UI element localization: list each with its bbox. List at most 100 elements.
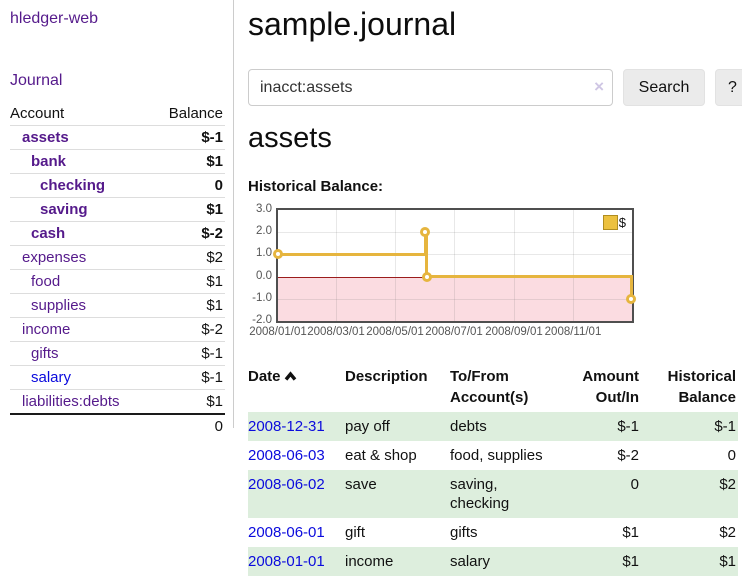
x-gridline (454, 210, 456, 321)
register-row[interactable]: 2008-06-02 save saving, checking 0 $2 (248, 470, 738, 518)
y-gridline (278, 254, 632, 256)
x-axis-label: 2008/03/01 (307, 326, 365, 338)
transaction-date-link[interactable]: 2008-06-01 (248, 524, 325, 541)
account-row: expenses $2 (10, 245, 225, 270)
transaction-balance: $-1 (714, 418, 736, 435)
transaction-balance: $1 (719, 553, 736, 570)
accounts-col-account: Account (10, 102, 153, 126)
transaction-accounts: saving, checking (450, 476, 510, 512)
accounts-col-balance: Balance (152, 102, 225, 126)
transaction-date-link[interactable]: 2008-06-02 (248, 476, 325, 493)
sidebar-divider (233, 0, 234, 428)
x-axis-label: 2008/07/01 (425, 326, 483, 338)
account-link-assets[interactable]: assets (22, 129, 69, 146)
chart-plot: $ (273, 208, 637, 323)
account-balance: 0 (152, 173, 225, 198)
transaction-accounts: food, supplies (450, 447, 543, 464)
x-gridline (336, 210, 338, 321)
sort-asc-icon (284, 369, 297, 386)
register-col-accounts: To/From Account(s) (450, 368, 529, 406)
help-button[interactable]: ? (715, 69, 742, 106)
account-balance: $1 (152, 197, 225, 222)
account-row: liabilities:debts $1 (10, 389, 225, 415)
account-link-salary[interactable]: salary (31, 369, 72, 386)
account-row: salary $-1 (10, 365, 225, 390)
account-row: gifts $-1 (10, 341, 225, 366)
account-link-bank[interactable]: bank (31, 153, 67, 170)
x-axis-label: 2008/05/01 (366, 326, 424, 338)
brand-link[interactable]: hledger-web (10, 10, 99, 27)
accounts-total-value: 0 (152, 413, 225, 438)
x-gridline (395, 210, 397, 321)
accounts-table: Account Balance assets $-1 bank $1 check… (10, 102, 225, 438)
account-link-cash[interactable]: cash (31, 225, 66, 242)
series-segment (426, 275, 632, 279)
register-col-date-label: Date (248, 368, 281, 385)
y-gridline (278, 232, 632, 234)
account-balance: $1 (152, 389, 225, 415)
account-link-supplies[interactable]: supplies (31, 297, 87, 314)
account-link-gifts[interactable]: gifts (31, 345, 59, 362)
search-input-wrap: × (248, 69, 613, 106)
register-row[interactable]: 2008-06-03 eat & shop food, supplies $-2… (248, 441, 738, 470)
register-row[interactable]: 2008-06-01 gift gifts $1 $2 (248, 518, 738, 547)
y-gridline (278, 298, 632, 300)
y-axis-label: -2.0 (252, 314, 272, 326)
account-balance: $-1 (152, 125, 225, 150)
account-balance: $-1 (152, 365, 225, 390)
transaction-amount: $1 (622, 553, 639, 570)
accounts-total-row: 0 (10, 413, 225, 438)
x-gridline (573, 210, 574, 321)
page-title: sample.journal (248, 6, 457, 42)
account-link-income[interactable]: income (22, 321, 71, 338)
account-link-saving[interactable]: saving (40, 201, 88, 218)
series-segment (423, 230, 427, 256)
account-heading: assets (248, 122, 332, 154)
series-segment (278, 252, 426, 256)
y-axis-label: 0.0 (256, 269, 272, 282)
account-row: bank $1 (10, 149, 225, 174)
transaction-description: save (345, 476, 377, 493)
data-point-marker (420, 227, 431, 238)
register-col-amount: Amount Out/In (582, 368, 639, 406)
transaction-balance: $2 (719, 524, 736, 541)
negative-region (278, 276, 632, 321)
transaction-description: gift (345, 524, 366, 541)
transaction-date-link[interactable]: 2008-12-31 (248, 418, 325, 435)
data-point-marker (626, 293, 637, 304)
search-input[interactable] (248, 69, 613, 106)
register-row[interactable]: 2008-01-01 income salary $1 $1 (248, 547, 738, 576)
account-link-liabilities-debts[interactable]: liabilities:debts (22, 393, 120, 410)
sidebar-item-journal[interactable]: Journal (10, 72, 63, 89)
register-row[interactable]: 2008-12-31 pay off debts $-1 $-1 (248, 412, 738, 441)
account-balance: $-1 (152, 341, 225, 366)
y-axis-label: 3.0 (256, 203, 272, 215)
clear-search-icon[interactable]: × (594, 77, 604, 96)
data-point-marker (421, 271, 432, 282)
register-col-description: Description (345, 368, 428, 385)
x-gridline (514, 210, 515, 321)
legend-label: $ (618, 215, 626, 230)
chart-title: Historical Balance: (248, 178, 384, 195)
register-header-row: Date Description To/From Account(s) Amou… (248, 362, 738, 412)
search-bar: × Search ? (248, 69, 742, 106)
transaction-date-link[interactable]: 2008-06-03 (248, 447, 325, 464)
transaction-description: eat & shop (345, 447, 417, 464)
account-link-expenses[interactable]: expenses (22, 249, 87, 266)
y-axis-label: 2.0 (256, 225, 272, 238)
chart-legend: $ (602, 215, 626, 230)
register-col-date[interactable]: Date (248, 362, 345, 412)
account-row: cash $-2 (10, 221, 225, 246)
x-axis-label: 2008/09/01 (485, 326, 543, 338)
account-balance: $2 (152, 245, 225, 270)
account-link-food[interactable]: food (31, 273, 61, 290)
account-row: saving $1 (10, 197, 225, 222)
transaction-date-link[interactable]: 2008-01-01 (248, 553, 325, 570)
account-balance: $1 (152, 293, 225, 318)
account-link-checking[interactable]: checking (40, 177, 106, 194)
search-button[interactable]: Search (623, 69, 705, 106)
x-axis-label: 2008/11/01 (544, 326, 602, 338)
transaction-amount: $1 (622, 524, 639, 541)
y-axis-label: -1.0 (252, 291, 272, 304)
